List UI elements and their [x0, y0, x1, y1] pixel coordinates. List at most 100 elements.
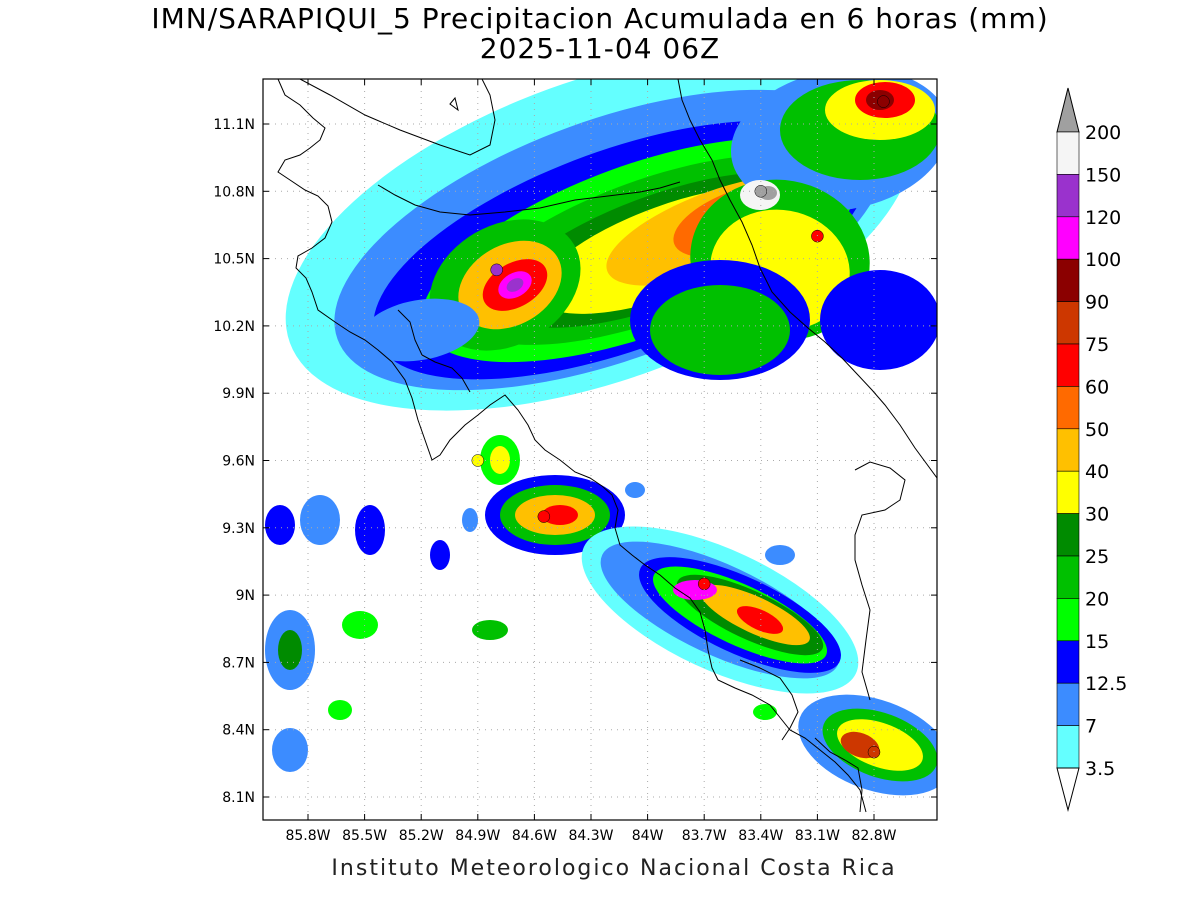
precip-contour-fill — [265, 505, 295, 545]
border-panama — [854, 461, 906, 701]
colorbar-swatch — [1056, 301, 1080, 345]
chart-subtitle-time: 2025-11-04 06Z — [479, 32, 721, 65]
colorbar-level-label: 100 — [1085, 249, 1121, 271]
precip-contour-fill — [673, 580, 717, 600]
x-tick-label: 84.9W — [455, 828, 500, 844]
colorbar-swatch — [1056, 174, 1080, 218]
x-tick-label: 83.7W — [682, 828, 727, 844]
precip-contour-fill — [342, 611, 378, 639]
colorbar-swatch — [1056, 598, 1080, 642]
x-tick-label: 85.5W — [342, 828, 387, 844]
precip-contour-fill — [625, 482, 645, 498]
border-nicaragua — [377, 181, 681, 216]
coastline-caribbean — [677, 79, 937, 479]
colorbar-arrow-bottom — [1056, 767, 1080, 812]
x-tick-label: 84.6W — [512, 828, 557, 844]
precip-contour-fill — [820, 270, 937, 370]
coastline-burica — [814, 737, 863, 813]
colorbar-level-label: 30 — [1085, 504, 1109, 526]
y-tick-label: 8.4N — [222, 723, 255, 739]
coastline-osa — [739, 659, 799, 741]
colorbar-level-label: 50 — [1085, 419, 1109, 441]
precip-contour-fill — [736, 606, 784, 634]
precip-contour-fill — [837, 719, 923, 771]
colorbar-level-label: 15 — [1085, 631, 1109, 653]
y-tick-label: 11.1N — [213, 117, 255, 133]
colorbar-level-label: 60 — [1085, 376, 1109, 398]
colorbar-swatch — [1056, 470, 1080, 514]
lake-nicaragua-shore — [299, 79, 496, 156]
precip-contour-fill — [490, 446, 510, 474]
colorbar-level-label: 120 — [1085, 207, 1121, 229]
y-tick-label: 8.1N — [222, 790, 255, 806]
precip-contour-fill — [542, 505, 578, 525]
precip-contour-fill — [430, 540, 450, 570]
colorbar-level-label: 40 — [1085, 461, 1109, 483]
precip-peak-cell — [471, 454, 485, 467]
precip-peak-cell — [877, 95, 890, 108]
precip-peak-cell — [537, 510, 551, 523]
precip-contour-fill — [278, 630, 302, 670]
y-tick-label: 9.6N — [222, 454, 255, 470]
plot-frame — [262, 78, 938, 821]
y-tick-label: 10.8N — [213, 184, 255, 200]
gridlines — [263, 79, 937, 820]
y-tick-label: 9N — [236, 588, 255, 604]
precipitation-field — [265, 79, 937, 796]
colorbar-level-label: 7 — [1085, 716, 1097, 738]
x-tick-label: 83.1W — [795, 828, 840, 844]
colorbar-level-label: 3.5 — [1085, 758, 1115, 780]
precip-contour-fill — [355, 505, 385, 555]
colorbar-level-label: 25 — [1085, 546, 1109, 568]
axis-tick-labels: 85.8W 85.5W 85.2W 84.9W 84.6W 84.3W 84W 83.7W 83… — [213, 79, 937, 844]
y-tick-label: 8.7N — [222, 655, 255, 671]
colorbar-arrow-top — [1056, 87, 1080, 133]
colorbar-level-label: 12.5 — [1085, 673, 1127, 695]
island-outline — [449, 96, 459, 112]
colorbar-swatch — [1056, 725, 1080, 769]
footer-credit: Instituto Meteorologico Nacional Costa R… — [331, 856, 897, 881]
colorbar-swatch — [1056, 682, 1080, 726]
y-tick-label: 9.9N — [222, 386, 255, 402]
precip-contour-fill — [462, 508, 478, 532]
colorbar-swatch — [1056, 555, 1080, 599]
precip-contour-fill — [765, 545, 795, 565]
y-tick-label: 10.5N — [213, 252, 255, 268]
coastline-pacific-north — [277, 79, 867, 813]
precip-peak-cell — [490, 263, 503, 277]
precip-peak-cell — [754, 185, 768, 198]
colorbar-level-label: 90 — [1085, 292, 1109, 314]
precip-contour-fill — [506, 278, 524, 292]
colorbar-swatch — [1056, 216, 1080, 260]
colorbar-legend: 200 150 120 100 90 75 60 50 40 30 25 20 15 12.5 7 3.5 — [1056, 87, 1127, 812]
colorbar-level-label: 75 — [1085, 334, 1109, 356]
colorbar-swatch — [1056, 343, 1080, 387]
y-tick-label: 10.2N — [213, 319, 255, 335]
x-tick-label: 85.8W — [285, 828, 330, 844]
colorbar-swatch — [1056, 258, 1080, 302]
colorbar-level-label: 150 — [1085, 164, 1121, 186]
x-tick-label: 84W — [632, 828, 664, 844]
colorbar-swatch — [1056, 428, 1080, 472]
precip-contour-fill — [272, 728, 308, 772]
precip-contour-fill — [753, 704, 777, 720]
precip-contour-fill — [650, 285, 790, 375]
precip-peak-cell — [811, 229, 824, 243]
x-tick-label: 83.4W — [738, 828, 783, 844]
precip-contour-fill — [472, 620, 508, 640]
x-tick-label: 85.2W — [399, 828, 444, 844]
colorbar-swatch — [1056, 386, 1080, 430]
precip-contour-fill — [328, 700, 352, 720]
coastline-nicoya — [397, 309, 471, 393]
chart-title: IMN/SARAPIQUI_5 Precipitacion Acumulada … — [151, 2, 1049, 35]
colorbar-swatch — [1056, 131, 1080, 175]
colorbar-level-label: 20 — [1085, 588, 1109, 610]
precip-peak-cell — [867, 745, 881, 759]
y-tick-label: 9.3N — [222, 521, 255, 537]
colorbar-swatch — [1056, 513, 1080, 557]
x-tick-label: 82.8W — [851, 828, 896, 844]
coastline — [277, 79, 937, 813]
colorbar-swatch — [1056, 640, 1080, 684]
precip-contour-fill — [300, 495, 340, 545]
